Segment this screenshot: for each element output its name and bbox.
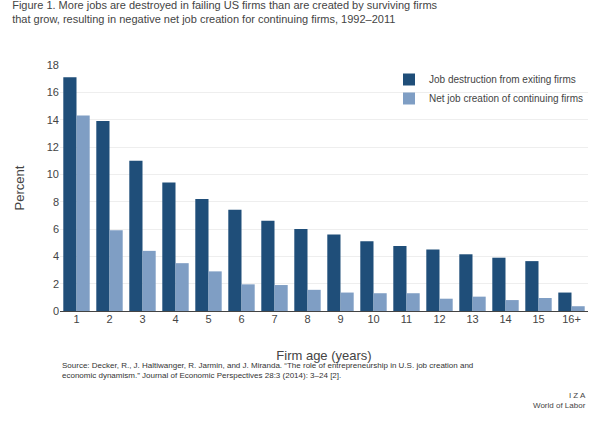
svg-text:16: 16: [47, 86, 59, 98]
svg-text:7: 7: [271, 313, 277, 325]
svg-text:2: 2: [53, 278, 59, 290]
svg-text:15: 15: [532, 313, 544, 325]
svg-text:Net job creation of continuing: Net job creation of continuing firms: [429, 93, 583, 104]
svg-text:11: 11: [401, 313, 412, 325]
svg-text:3: 3: [139, 313, 145, 325]
svg-text:Percent: Percent: [12, 165, 27, 210]
svg-text:16+: 16+: [562, 313, 581, 325]
svg-text:6: 6: [238, 313, 244, 325]
svg-text:10: 10: [367, 313, 379, 325]
svg-text:18: 18: [47, 59, 59, 71]
svg-text:Job destruction from exiting f: Job destruction from exiting firms: [429, 74, 576, 85]
svg-text:4: 4: [172, 313, 178, 325]
svg-text:8: 8: [304, 313, 310, 325]
svg-text:14: 14: [47, 114, 59, 126]
svg-text:I Z AWorld of Labor: I Z AWorld of Labor: [533, 391, 586, 410]
svg-text:6: 6: [53, 223, 59, 235]
svg-text:12: 12: [433, 313, 445, 325]
svg-text:Figure 1. More jobs are destro: Figure 1. More jobs are destroyed in fai…: [12, 0, 437, 25]
svg-text:12: 12: [47, 141, 59, 153]
svg-text:0: 0: [53, 305, 59, 317]
svg-text:1: 1: [73, 313, 79, 325]
svg-text:9: 9: [337, 313, 343, 325]
svg-text:8: 8: [53, 196, 59, 208]
svg-text:2: 2: [106, 313, 112, 325]
svg-text:4: 4: [53, 250, 59, 262]
svg-text:13: 13: [466, 313, 478, 325]
svg-text:10: 10: [47, 168, 59, 180]
svg-text:14: 14: [499, 313, 511, 325]
svg-text:Firm age (years): Firm age (years): [276, 348, 371, 363]
svg-text:Source: Decker, R., J. Haltiwa: Source: Decker, R., J. Haltiwanger, R. J…: [62, 361, 473, 380]
svg-text:5: 5: [205, 313, 211, 325]
